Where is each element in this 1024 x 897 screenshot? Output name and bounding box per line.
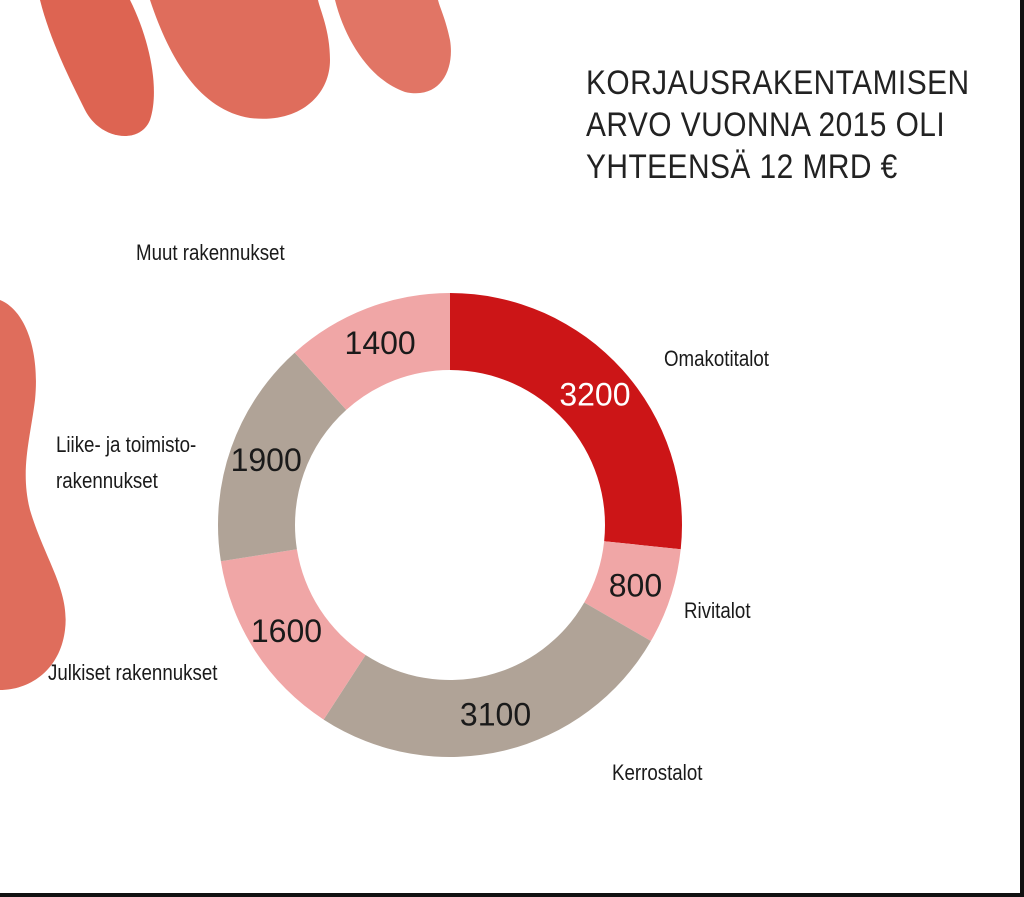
slice-value-muut-rakennukset: 1400 [345, 325, 416, 361]
donut-slice-muut-rakennukset [294, 293, 450, 410]
legend-label-omakotitalot: Omakotitalot [664, 346, 769, 371]
legend-label-liike-line-1: Liike- ja toimisto- [56, 432, 197, 457]
donut-slice-rivitalot [584, 541, 681, 641]
title-line-1: KORJAUSRAKENTAMISEN [586, 64, 970, 102]
legend-label-kerrostalot: Kerrostalot [612, 760, 703, 785]
slice-value-kerrostalot: 3100 [460, 697, 531, 733]
donut-slice-julkiset-rakennukset [220, 549, 366, 720]
legend-label-julkiset-rakennukset: Julkiset rakennukset [48, 660, 218, 685]
legend-label-liike-line-2: rakennukset [56, 468, 158, 493]
donut-slice-liike-ja-toimistorakennukset [218, 352, 347, 562]
legend-label-rivitalot: Rivitalot [684, 598, 751, 623]
slice-value-omakotitalot: 3200 [559, 377, 630, 413]
donut-slice-omakotitalot [450, 293, 682, 550]
donut-slice-kerrostalot [323, 602, 651, 757]
legend-label-muut-rakennukset: Muut rakennukset [136, 240, 285, 265]
slice-value-julkiset-rakennukset: 1600 [251, 613, 322, 649]
chart-title: KORJAUSRAKENTAMISEN ARVO VUONNA 2015 OLI… [586, 62, 970, 188]
title-line-2: ARVO VUONNA 2015 OLI [586, 106, 946, 144]
hand-illustration-decoration [0, 0, 451, 690]
title-line-3: YHTEENSÄ 12 MRD € [586, 148, 898, 186]
slice-value-rivitalot: 800 [609, 567, 662, 603]
slice-value-liike-ja-toimistorakennukset: 1900 [231, 442, 302, 478]
